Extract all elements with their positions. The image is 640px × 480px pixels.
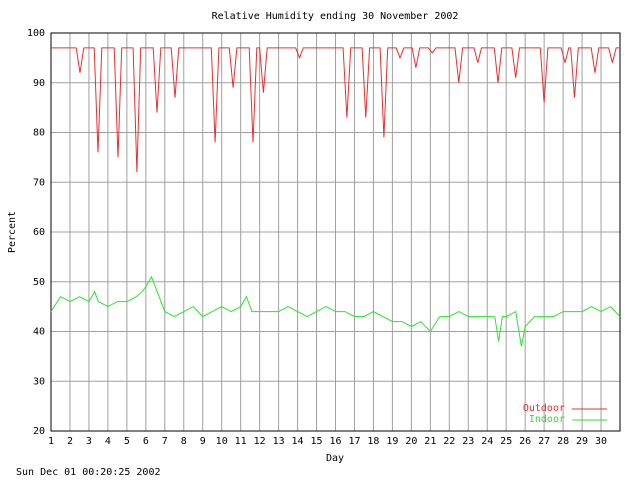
plot-frame	[50, 32, 621, 432]
timestamp: Sun Dec 01 00:20:25 2002	[16, 467, 161, 478]
y-tick-label: 70	[33, 177, 45, 188]
x-tick-label: 24	[481, 436, 493, 447]
x-tick-label: 16	[329, 436, 341, 447]
x-tick-label: 20	[405, 436, 417, 447]
data-line	[50, 275, 621, 347]
y-tick-label: 80	[33, 128, 45, 139]
x-tick-label: 11	[235, 436, 247, 447]
x-tick-label: 17	[348, 436, 360, 447]
x-tick-label: 26	[519, 436, 531, 447]
x-tick-label: 22	[443, 436, 455, 447]
x-tick-label: 14	[292, 436, 304, 447]
y-tick-label: 100	[27, 28, 45, 39]
x-tick-label: 21	[424, 436, 436, 447]
x-tick-label: 18	[367, 436, 379, 447]
x-axis-label: Day	[326, 453, 344, 464]
y-axis-label: Percent	[7, 211, 18, 253]
y-tick-label: 20	[33, 426, 45, 437]
x-tick-label: 10	[216, 436, 228, 447]
x-tick-label: 23	[462, 436, 474, 447]
x-tick-label: 13	[273, 436, 285, 447]
x-tick-label: 27	[538, 436, 550, 447]
x-tick-label: 30	[595, 436, 607, 447]
x-tick-label: 25	[500, 436, 512, 447]
x-tick-label: 1	[48, 436, 54, 447]
x-tick-label: 3	[86, 436, 92, 447]
x-tick-label: 4	[105, 436, 111, 447]
data-line	[51, 47, 620, 173]
x-tick-label: 15	[311, 436, 323, 447]
y-tick-label: 60	[33, 227, 45, 238]
x-tick-label: 7	[162, 436, 168, 447]
x-tick-label: 29	[576, 436, 588, 447]
x-tick-label: 5	[124, 436, 130, 447]
legend-label: Outdoor	[523, 403, 565, 414]
x-tick-label: 9	[200, 436, 206, 447]
x-tick-label: 6	[143, 436, 149, 447]
x-tick-label: 12	[254, 436, 266, 447]
y-tick-label: 40	[33, 327, 45, 338]
legend-label: Indoor	[529, 414, 565, 425]
x-tick-label: 19	[386, 436, 398, 447]
x-tick-label: 28	[557, 436, 569, 447]
x-tick-label: 8	[181, 436, 187, 447]
chart-title: Relative Humidity ending 30 November 200…	[212, 11, 459, 22]
x-tick-label: 2	[67, 436, 73, 447]
y-tick-label: 50	[33, 277, 45, 288]
y-tick-label: 90	[33, 78, 45, 89]
y-tick-label: 30	[33, 376, 45, 387]
